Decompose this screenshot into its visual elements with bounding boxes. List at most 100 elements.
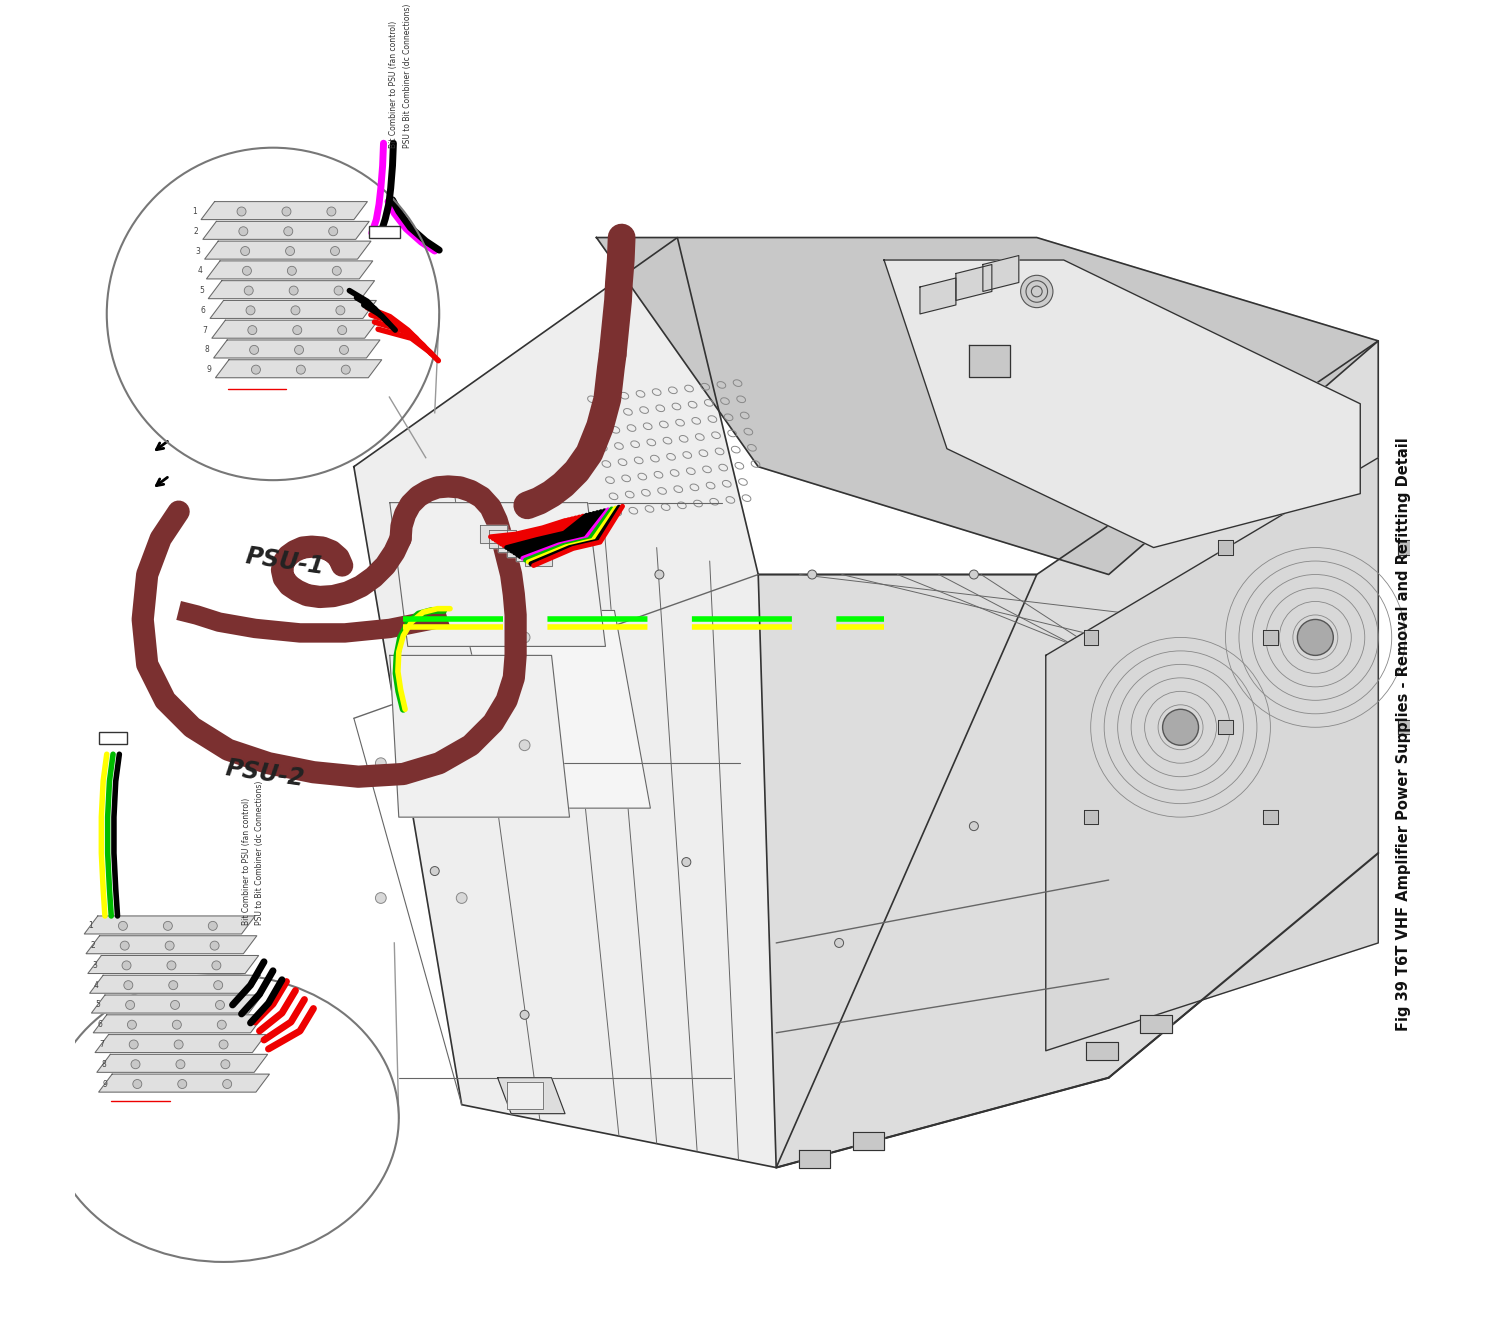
Text: 5: 5	[95, 1000, 101, 1009]
Circle shape	[120, 941, 129, 951]
Polygon shape	[86, 936, 257, 953]
Polygon shape	[1218, 721, 1233, 734]
Polygon shape	[89, 975, 260, 993]
Polygon shape	[597, 238, 1378, 575]
Circle shape	[835, 939, 843, 948]
Circle shape	[337, 326, 346, 334]
Polygon shape	[1084, 630, 1097, 644]
Circle shape	[249, 345, 258, 354]
Circle shape	[333, 266, 342, 275]
Circle shape	[172, 1020, 181, 1029]
Circle shape	[285, 246, 294, 255]
Text: 8: 8	[101, 1060, 105, 1068]
Circle shape	[1020, 275, 1053, 308]
Circle shape	[217, 1020, 226, 1029]
Circle shape	[119, 921, 128, 931]
Circle shape	[175, 1060, 186, 1068]
Polygon shape	[506, 539, 533, 556]
Circle shape	[220, 1040, 229, 1050]
Polygon shape	[1045, 457, 1378, 1051]
Circle shape	[970, 570, 979, 579]
Circle shape	[294, 345, 303, 354]
Text: 9: 9	[206, 365, 211, 374]
Circle shape	[520, 507, 530, 517]
Circle shape	[290, 286, 298, 295]
Polygon shape	[98, 1074, 269, 1092]
Circle shape	[244, 286, 254, 295]
Text: 3: 3	[92, 961, 97, 969]
Polygon shape	[389, 503, 606, 646]
Circle shape	[166, 961, 175, 969]
Circle shape	[215, 1000, 224, 1009]
Circle shape	[293, 326, 301, 334]
Polygon shape	[1264, 810, 1277, 825]
Polygon shape	[489, 529, 515, 548]
Polygon shape	[506, 1082, 542, 1110]
Polygon shape	[200, 202, 367, 219]
Circle shape	[1163, 710, 1198, 745]
Circle shape	[212, 961, 221, 969]
FancyBboxPatch shape	[98, 731, 128, 745]
Polygon shape	[353, 238, 1037, 1167]
Circle shape	[520, 632, 530, 643]
Polygon shape	[389, 655, 570, 817]
Polygon shape	[1397, 540, 1412, 555]
Polygon shape	[970, 345, 1010, 377]
Circle shape	[297, 365, 306, 374]
Circle shape	[1032, 286, 1042, 297]
Polygon shape	[1086, 1042, 1118, 1060]
Text: 6: 6	[200, 306, 205, 314]
Polygon shape	[983, 255, 1019, 291]
Circle shape	[682, 857, 691, 866]
Circle shape	[238, 207, 247, 217]
Circle shape	[376, 570, 386, 580]
Text: Bit Combiner to PSU (fan control): Bit Combiner to PSU (fan control)	[389, 20, 398, 147]
Circle shape	[165, 941, 174, 951]
Polygon shape	[214, 340, 380, 358]
Circle shape	[169, 980, 178, 989]
Text: 5: 5	[199, 286, 203, 295]
Polygon shape	[208, 281, 374, 298]
Circle shape	[1026, 281, 1047, 302]
Polygon shape	[921, 278, 956, 314]
Polygon shape	[206, 261, 373, 279]
Polygon shape	[497, 1078, 564, 1114]
Circle shape	[520, 739, 530, 750]
Text: Bit Combiner to PSU (fan control): Bit Combiner to PSU (fan control)	[242, 798, 251, 925]
Text: 2: 2	[193, 227, 199, 235]
Text: 7: 7	[202, 326, 208, 334]
Polygon shape	[799, 1150, 830, 1167]
Circle shape	[376, 893, 386, 904]
Circle shape	[171, 1000, 180, 1009]
Circle shape	[178, 1079, 187, 1088]
Text: 2: 2	[91, 941, 95, 951]
Circle shape	[655, 570, 664, 579]
Polygon shape	[1264, 630, 1277, 644]
Polygon shape	[203, 222, 370, 239]
Text: 9: 9	[102, 1079, 107, 1088]
Text: Fig 39 T6T VHF Amplifier Power Supplies - Removal and Refitting Detail: Fig 39 T6T VHF Amplifier Power Supplies …	[1396, 437, 1411, 1031]
Polygon shape	[524, 548, 551, 566]
Circle shape	[209, 941, 220, 951]
Circle shape	[970, 822, 979, 830]
Polygon shape	[1084, 810, 1097, 825]
Circle shape	[342, 365, 350, 374]
Circle shape	[208, 921, 217, 931]
Polygon shape	[852, 1131, 884, 1150]
Circle shape	[282, 207, 291, 217]
Polygon shape	[480, 525, 506, 543]
Circle shape	[331, 246, 340, 255]
Circle shape	[247, 306, 255, 314]
Text: 4: 4	[198, 266, 202, 275]
Polygon shape	[1140, 1015, 1172, 1032]
Text: PSU to Bit Combiner (dc Connections): PSU to Bit Combiner (dc Connections)	[255, 781, 264, 925]
Polygon shape	[95, 1035, 266, 1052]
Circle shape	[126, 1000, 135, 1009]
Circle shape	[328, 227, 337, 235]
Circle shape	[456, 893, 468, 904]
Polygon shape	[212, 321, 379, 338]
Circle shape	[248, 326, 257, 334]
Polygon shape	[884, 259, 1360, 548]
Text: PSU-2: PSU-2	[224, 755, 306, 790]
Polygon shape	[97, 1055, 267, 1072]
